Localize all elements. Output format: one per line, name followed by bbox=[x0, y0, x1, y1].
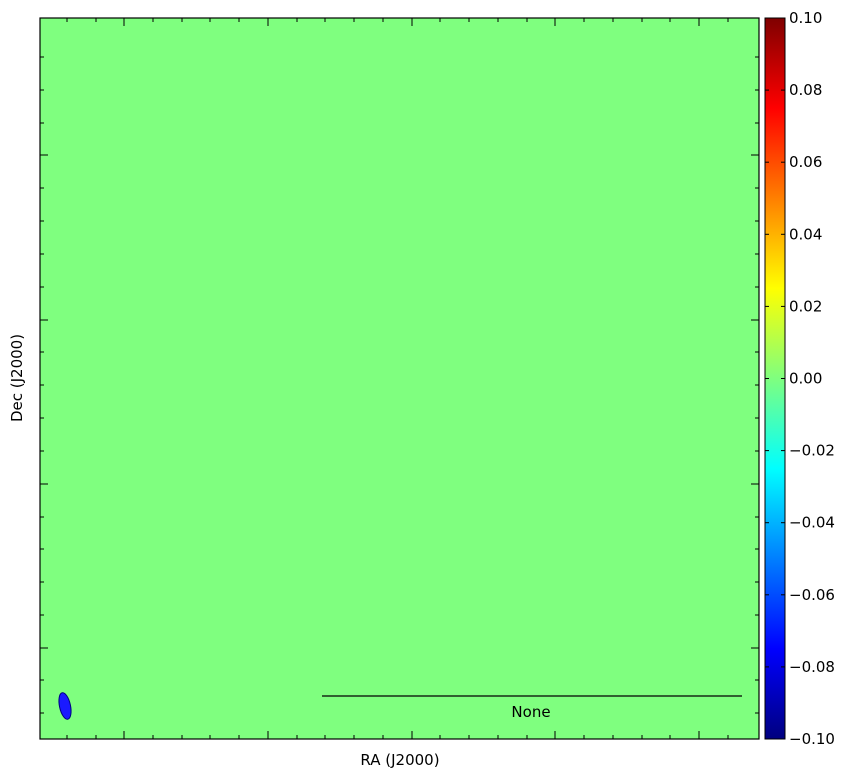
colorbar-tick-label: 0.06 bbox=[789, 153, 822, 171]
x-axis-label: RA (J2000) bbox=[360, 751, 439, 769]
colorbar-tick-label: −0.10 bbox=[789, 730, 835, 748]
colorbar-tick-labels: 0.10 0.08 0.06 0.04 0.02 0.00 −0.02 −0.04 −0.06 −… bbox=[789, 9, 835, 748]
plot-frame bbox=[39, 17, 760, 740]
colorbar-tick-label: −0.02 bbox=[789, 442, 835, 460]
colorbar-tick-label: −0.04 bbox=[789, 514, 835, 532]
colorbar-tick-label: 0.10 bbox=[789, 9, 822, 27]
axis-ticks bbox=[40, 18, 759, 739]
colorbar-tick-label: 0.04 bbox=[789, 225, 822, 243]
colorbar-tick-label: −0.08 bbox=[789, 658, 835, 676]
image-area bbox=[40, 18, 759, 739]
colorbar-tick-label: 0.08 bbox=[789, 81, 822, 99]
colorbar-tick-label: 0.00 bbox=[789, 370, 822, 388]
colorbar-tick-label: −0.06 bbox=[789, 586, 835, 604]
colorbar-tick-label: 0.02 bbox=[789, 297, 822, 315]
y-axis-label: Dec (J2000) bbox=[8, 334, 26, 422]
colorbar-ticks bbox=[765, 17, 785, 740]
beam-ellipse bbox=[58, 692, 72, 720]
scale-bar-label: None bbox=[511, 703, 550, 721]
